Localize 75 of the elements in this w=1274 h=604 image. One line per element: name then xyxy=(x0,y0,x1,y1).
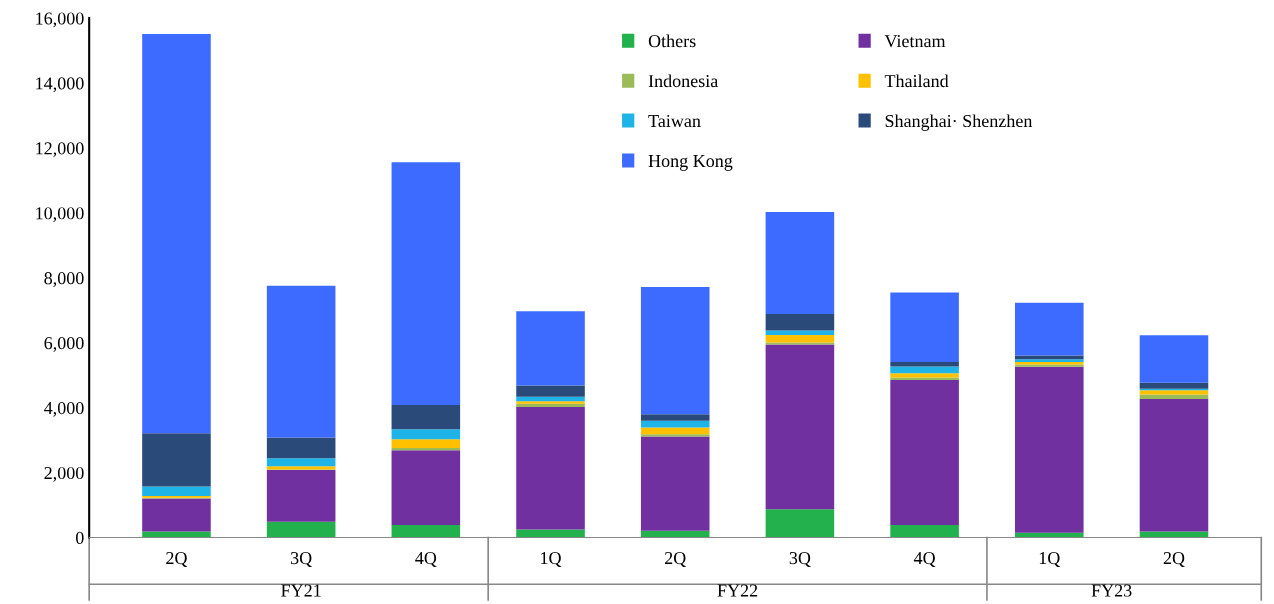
text: FY23 xyxy=(1091,584,1132,597)
bar xyxy=(1139,335,1209,383)
bar xyxy=(640,436,710,531)
legend-label: Hong Kong xyxy=(648,155,733,171)
bar xyxy=(765,313,835,331)
bar xyxy=(391,162,461,406)
bar xyxy=(516,311,585,386)
x-tick-label: 4Q xyxy=(913,552,936,567)
text: FY22 xyxy=(717,584,758,597)
y-tick-label: 10,000 xyxy=(36,207,84,222)
y-tick-label: 8,000 xyxy=(44,272,84,287)
y-tick-label: 12,000 xyxy=(36,142,84,158)
bar xyxy=(890,524,959,538)
bar xyxy=(765,334,835,343)
x-tick-label: 1Q xyxy=(1039,552,1061,567)
bar xyxy=(890,380,959,525)
legend-label: Vietnam xyxy=(884,35,946,48)
bar xyxy=(266,458,336,467)
bar xyxy=(142,486,211,496)
legend-label: Shanghai· Shenzhen xyxy=(885,114,1033,131)
bar xyxy=(1015,355,1084,360)
x-tick-label: 3Q xyxy=(789,552,811,567)
legend-label: Taiwan xyxy=(648,114,701,128)
legend-label: Others xyxy=(648,34,696,48)
bar xyxy=(1015,366,1084,533)
x-tick-label: 2Q xyxy=(1163,552,1185,567)
y-tick-label: 4,000 xyxy=(44,401,84,417)
bar xyxy=(640,420,710,428)
bar xyxy=(516,401,585,404)
bar xyxy=(640,434,710,437)
bar xyxy=(516,529,585,538)
bar xyxy=(765,330,835,335)
bar xyxy=(765,211,835,314)
x-tick-label: 4Q xyxy=(415,552,437,567)
bar xyxy=(266,470,336,522)
bar xyxy=(1139,531,1209,538)
x-tick-label: 2Q xyxy=(664,552,686,567)
bar xyxy=(1139,390,1209,395)
bar xyxy=(765,344,835,510)
bar xyxy=(266,437,336,459)
bar xyxy=(640,414,710,421)
bar xyxy=(516,407,585,530)
bar xyxy=(391,450,461,525)
bar xyxy=(391,439,461,448)
bar xyxy=(1015,302,1084,356)
bar xyxy=(1139,382,1209,389)
bar xyxy=(142,531,211,538)
y-tick-label: 0 xyxy=(75,531,84,544)
bar xyxy=(516,403,585,408)
bar xyxy=(640,286,710,415)
bar xyxy=(1139,394,1209,399)
bar xyxy=(142,498,211,532)
bar xyxy=(765,509,835,538)
bar xyxy=(266,521,336,538)
bar xyxy=(890,373,959,378)
y-tick-label: 16,000 xyxy=(36,12,84,28)
bar xyxy=(890,292,959,362)
bar xyxy=(266,285,336,438)
legend-label: Thailand xyxy=(884,74,949,88)
x-tick-label: 1Q xyxy=(541,552,562,567)
y-tick-label: 6,000 xyxy=(44,337,84,352)
bar xyxy=(516,385,585,397)
y-tick-label: 2,000 xyxy=(44,466,84,482)
bar xyxy=(142,433,211,487)
bar xyxy=(1139,398,1209,532)
text: FY21 xyxy=(281,584,321,597)
x-tick-label: 2Q xyxy=(166,552,188,567)
bar xyxy=(890,366,959,374)
bar xyxy=(391,405,461,430)
bar xyxy=(391,429,461,440)
y-tick-label: 14,000 xyxy=(36,77,84,93)
bar xyxy=(391,524,461,538)
x-tick-label: 3Q xyxy=(290,552,312,567)
legend-label: Indonesia xyxy=(648,74,718,88)
bar xyxy=(142,34,211,434)
